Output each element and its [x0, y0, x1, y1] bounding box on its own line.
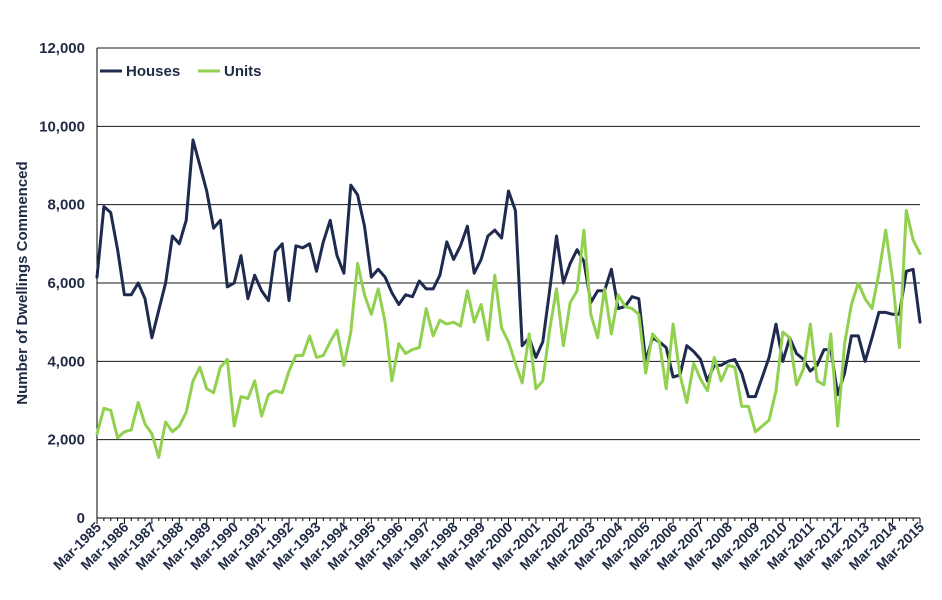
y-tick-label: 0 — [77, 510, 85, 527]
y-tick-label: 10,000 — [39, 118, 85, 135]
series-line-units — [95, 209, 922, 459]
legend-label-units: Units — [224, 63, 262, 80]
series-lines — [95, 138, 922, 459]
y-tick-label: 4,000 — [47, 353, 85, 370]
legend-label-houses: Houses — [126, 63, 180, 80]
y-tick-label: 2,000 — [47, 432, 85, 449]
series-line-houses — [95, 138, 922, 399]
gridlines — [97, 47, 920, 519]
y-tick-label: 8,000 — [47, 197, 85, 214]
y-tick-label: 6,000 — [47, 275, 85, 292]
legend: Houses Units — [100, 63, 262, 80]
y-tick-label: 12,000 — [39, 40, 85, 57]
y-axis-title: Number of Dwellings Commenced — [14, 161, 31, 404]
axes: 02,0004,0006,0008,00010,00012,000Mar-198… — [39, 40, 927, 573]
